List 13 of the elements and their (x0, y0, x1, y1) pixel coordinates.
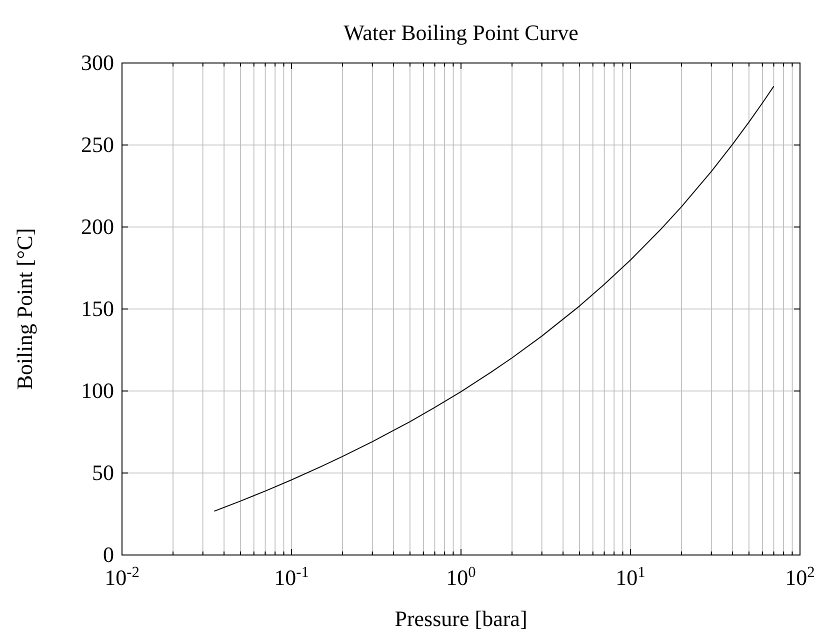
x-tick-label: 10$^{1}$ (616, 564, 646, 590)
x-tick-label: 10$^{2}$ (785, 564, 815, 590)
x-tick-label: 10$^{0}$ (446, 564, 476, 590)
chart-title: Water Boiling Point Curve (344, 20, 578, 45)
y-tick-label: 250 (81, 132, 114, 157)
y-tick-label: 300 (81, 50, 114, 75)
x-axis-title: Pressure [bara] (394, 606, 528, 631)
y-axis-title: Boiling Point [°C] (12, 228, 37, 390)
y-tick-label: 100 (81, 378, 114, 403)
y-tick-label: 200 (81, 214, 114, 239)
y-tick-label: 50 (92, 460, 114, 485)
x-tick-label: 10$^{-1}$ (274, 564, 309, 590)
y-tick-label: 150 (81, 296, 114, 321)
